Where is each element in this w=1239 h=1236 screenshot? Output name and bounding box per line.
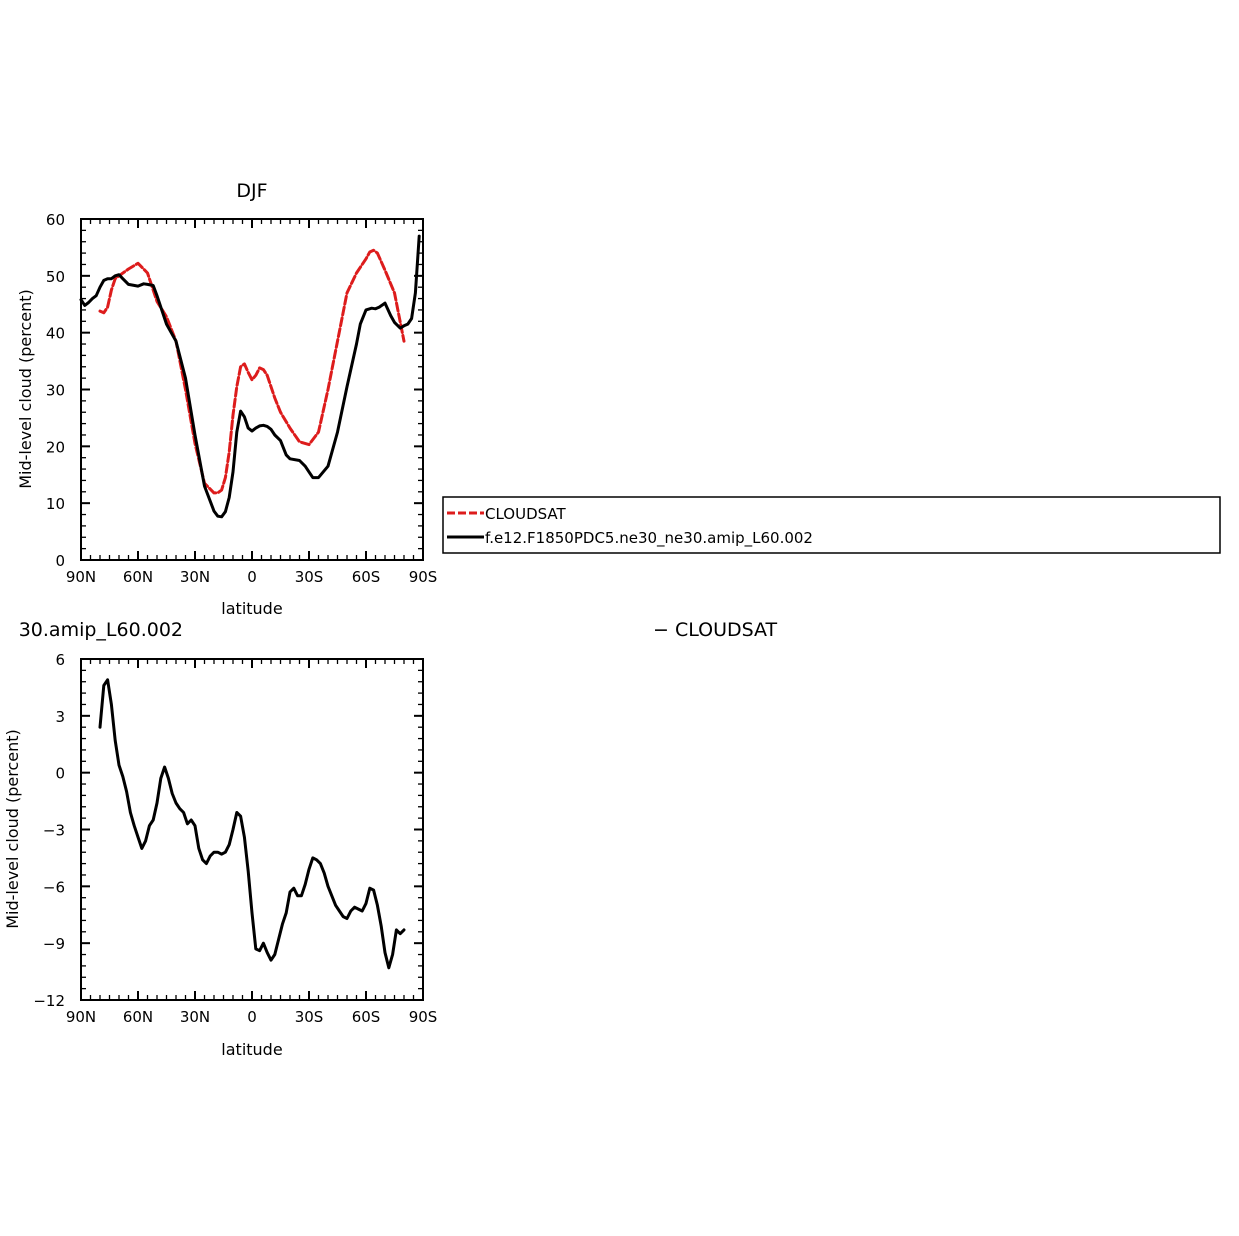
bottom-y-tick-labels: −12 −9 −6 −3 0 3 6 [33,651,65,1010]
bottom-x-tick-label: 30N [180,1008,210,1026]
bottom-x-tick-labels: 90N 60N 30N 0 30S 60S 90S [66,1008,437,1026]
bottom-y-tick-label: 0 [55,765,65,783]
legend: CLOUDSAT f.e12.F1850PDC5.ne30_ne30.amip_… [442,496,1221,554]
bottom-y-tick-label: −6 [43,878,65,896]
bottom-axis-ticks [80,658,424,1001]
top-series-line-cloudsat [98,248,406,495]
bottom-y-tick-label: −3 [43,822,65,840]
top-y-tick-label: 60 [46,211,65,229]
top-y-tick-label: 20 [46,438,65,456]
bottom-x-tick-label: 0 [247,1008,257,1026]
bottom-y-tick-label: −9 [43,935,65,953]
top-series-line-model [79,234,421,519]
bottom-y-axis-label: Mid-level cloud (percent) [3,729,22,929]
legend-box [442,496,1221,554]
top-y-tick-label: 10 [46,495,65,513]
top-y-tick-label: 30 [46,382,65,400]
top-x-tick-label: 90S [409,568,438,586]
top-panel-title: DJF [236,180,267,202]
top-x-tick-label: 60S [352,568,381,586]
top-y-tick-labels: 0 10 20 30 40 50 60 [46,211,65,570]
top-x-tick-label: 60N [123,568,153,586]
bottom-x-tick-label: 30S [295,1008,324,1026]
top-axis-ticks [80,218,424,561]
top-x-axis-label: latitude [221,599,282,618]
top-y-axis-label: Mid-level cloud (percent) [16,289,35,489]
bottom-y-tick-label: 6 [55,651,65,669]
bottom-panel-title-right: − CLOUDSAT [653,619,778,641]
bottom-x-tick-label: 90N [66,1008,96,1026]
bottom-x-tick-label: 60S [352,1008,381,1026]
bottom-plot-frame [80,658,424,1001]
top-x-tick-labels: 90N 60N 30N 0 30S 60S 90S [66,568,437,586]
top-y-tick-label: 50 [46,268,65,286]
top-y-tick-label: 40 [46,325,65,343]
top-x-tick-label: 30S [295,568,324,586]
top-x-tick-label: 0 [247,568,257,586]
bottom-x-tick-label: 90S [409,1008,438,1026]
top-x-tick-label: 90N [66,568,96,586]
top-plot-lines [79,234,421,519]
legend-label-model: f.e12.F1850PDC5.ne30_ne30.amip_L60.002 [485,529,813,548]
bottom-panel: 30.amip_L60.002 − CLOUDSAT 90N 60N 30N 0 30S… [3,619,778,1059]
bottom-y-tick-label: −12 [33,992,65,1010]
top-plot-frame [80,218,424,561]
bottom-series-line-model [98,678,406,970]
bottom-plot-lines [98,678,406,970]
top-y-tick-label: 0 [55,552,65,570]
bottom-panel-title: 30.amip_L60.002 [19,619,183,641]
top-x-tick-label: 30N [180,568,210,586]
bottom-x-tick-label: 60N [123,1008,153,1026]
bottom-y-tick-label: 3 [55,708,65,726]
bottom-x-axis-label: latitude [221,1040,282,1059]
legend-label-cloudsat: CLOUDSAT [485,505,567,523]
top-panel: DJF 90N 60N 30N 0 30S 60S 90S 0 10 20 30 40 50 60 la… [16,180,437,618]
